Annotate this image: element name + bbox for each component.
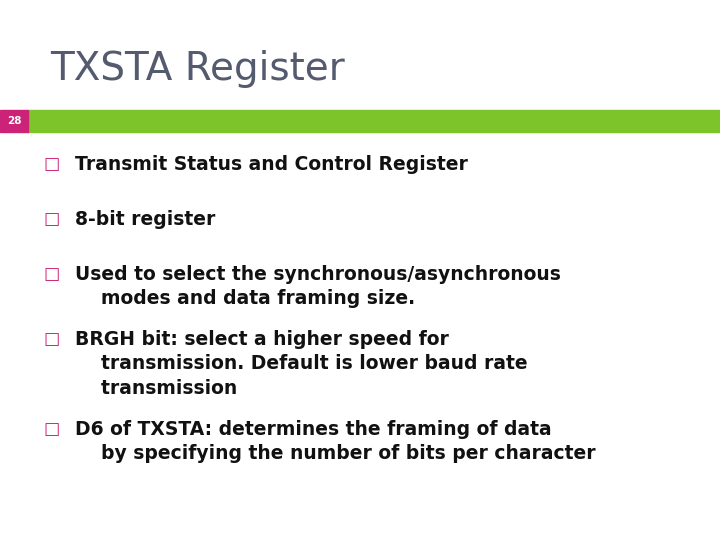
Bar [28, 110, 720, 132]
Text: 8-bit register: 8-bit register [75, 210, 215, 229]
Text: TXSTA Register: TXSTA Register [50, 50, 345, 88]
Text: 28: 28 [6, 116, 22, 126]
Text: □: □ [44, 155, 60, 173]
Text: BRGH bit: select a higher speed for
    transmission. Default is lower baud rate: BRGH bit: select a higher speed for tran… [75, 330, 528, 397]
Text: □: □ [44, 420, 60, 438]
Text: Used to select the synchronous/asynchronous
    modes and data framing size.: Used to select the synchronous/asynchron… [75, 265, 561, 308]
Text: D6 of TXSTA: determines the framing of data
    by specifying the number of bits: D6 of TXSTA: determines the framing of d… [75, 420, 595, 463]
Text: □: □ [44, 265, 60, 283]
Text: □: □ [44, 330, 60, 348]
Text: Transmit Status and Control Register: Transmit Status and Control Register [75, 155, 468, 174]
Text: □: □ [44, 210, 60, 228]
Bar [0, 110, 28, 132]
